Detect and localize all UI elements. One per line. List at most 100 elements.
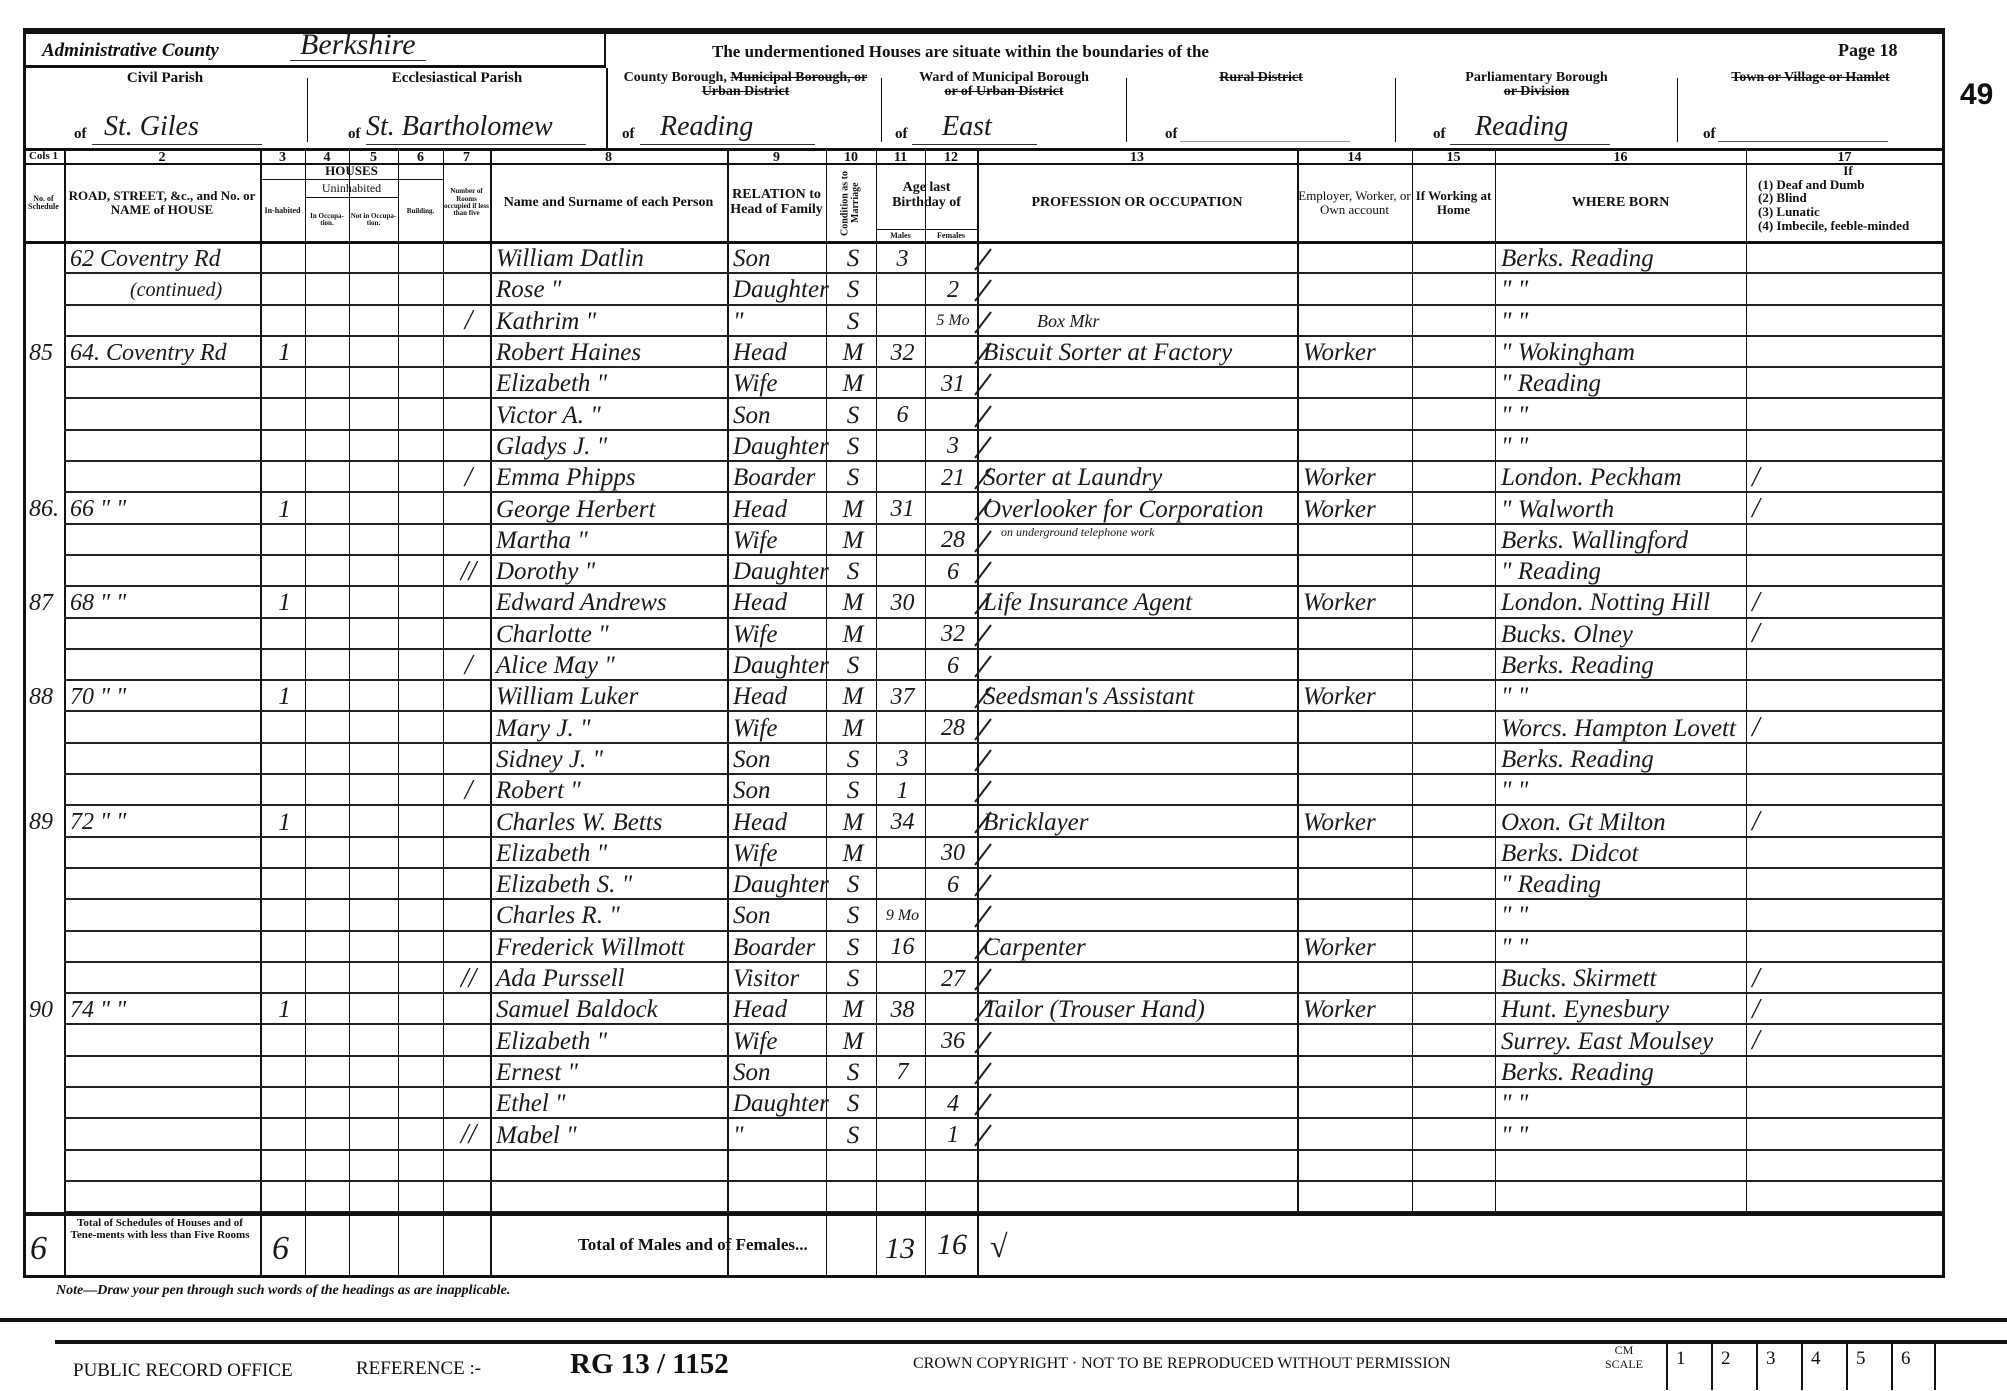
- admin-county-box: [23, 28, 606, 68]
- column-number-divider: [23, 163, 1945, 165]
- column-divider: [925, 150, 926, 1277]
- birthplace: " Reading: [1501, 558, 1602, 586]
- relation: Head: [733, 339, 788, 367]
- ecclesiastical-parish-label: Ecclesiastical Parish: [391, 70, 523, 86]
- marital-condition: S: [846, 432, 860, 460]
- marital-condition: M: [842, 620, 864, 648]
- inhabited-count: 1: [278, 495, 291, 523]
- footnote: Note—Draw your pen through such words of…: [56, 1283, 511, 1298]
- column-divider: [727, 150, 729, 1277]
- header-infirmity-item: (2) Blind: [1758, 190, 1807, 206]
- birthplace: Berks. Wallingford: [1501, 526, 1689, 554]
- header-road: ROAD, STREET, &c., and No. or NAME of HO…: [68, 188, 256, 217]
- person-name: Kathrim ": [496, 307, 597, 335]
- person-name: Ada Purssell: [496, 965, 625, 993]
- table-row: [64, 525, 1943, 556]
- infirmity-mark: /: [1752, 806, 1760, 838]
- header-females: Females: [937, 230, 965, 240]
- relation: Daughter: [733, 558, 829, 586]
- birthplace: Oxon. Gt Milton: [1501, 808, 1666, 836]
- scale-box: 2: [1711, 1342, 1756, 1390]
- marital-condition: S: [846, 245, 860, 273]
- ward-label: Ward of Municipal Borough: [919, 70, 1089, 85]
- relation: Head: [733, 996, 788, 1024]
- county-borough-label: County Borough,: [623, 70, 727, 85]
- relation: Son: [733, 1058, 771, 1086]
- table-row: [64, 274, 1943, 306]
- scale-box: 5: [1846, 1342, 1891, 1390]
- parliamentary-value: Reading: [1450, 113, 1610, 145]
- table-row: [64, 650, 1943, 682]
- age-female: 6: [947, 652, 959, 679]
- column-number: 12: [944, 150, 958, 165]
- tick-icon: [973, 904, 993, 929]
- relation: Wife: [733, 370, 778, 398]
- age-female: 5 Mo: [936, 312, 970, 330]
- tick-icon: [973, 466, 993, 491]
- table-row: [64, 994, 1943, 1026]
- relation: Daughter: [733, 871, 829, 899]
- of-label: of: [1703, 126, 1716, 142]
- inhabited-count: 1: [278, 339, 291, 367]
- age-female: 28: [941, 715, 965, 742]
- tick-icon: [973, 591, 993, 616]
- infirmity-mark: /: [1752, 586, 1760, 618]
- relation: Boarder: [733, 464, 816, 492]
- age-female: 27: [941, 965, 965, 992]
- infirmity-mark: /: [1752, 712, 1760, 744]
- age-male: 6: [896, 402, 909, 429]
- table-row: [64, 1182, 1943, 1214]
- person-name: Edward Andrews: [496, 589, 667, 617]
- header-divider: [23, 148, 1945, 151]
- tick-icon: [973, 529, 993, 554]
- column-number: 6: [417, 150, 424, 165]
- marital-condition: M: [842, 1027, 864, 1055]
- header-age: Age last Birthday of: [892, 180, 961, 210]
- relation: Head: [733, 495, 788, 523]
- schedule-number: 89: [29, 809, 53, 836]
- tick-icon: [973, 936, 993, 961]
- inhabited-count: 1: [278, 683, 291, 711]
- infirmity-mark: /: [1752, 618, 1760, 650]
- column-number: 13: [1130, 150, 1144, 165]
- marital-condition: S: [846, 965, 860, 993]
- marital-condition: S: [846, 652, 860, 680]
- age-female: 3: [947, 433, 959, 460]
- occupation: Seedsman's Assistant: [983, 683, 1195, 711]
- age-divider: [876, 229, 977, 230]
- civil-parish-section: Civil Parish: [23, 71, 307, 86]
- column-divider: [398, 150, 399, 1277]
- tick-icon: [973, 1030, 993, 1055]
- relation: ": [733, 307, 744, 335]
- table-row: [64, 493, 1943, 525]
- address: 74 " ": [70, 996, 127, 1023]
- column-divider: [977, 150, 979, 1277]
- header-bottom-divider: [23, 241, 1945, 244]
- age-male: 9 Mo: [885, 906, 920, 924]
- relation: Son: [733, 745, 771, 773]
- infirmity-mark: /: [1752, 1025, 1760, 1057]
- birthplace: Berks. Reading: [1501, 745, 1654, 773]
- header-relation: RELATION to Head of Family: [730, 187, 823, 217]
- birthplace: " ": [1501, 902, 1529, 930]
- age-male: 34: [890, 809, 915, 836]
- marital-condition: M: [842, 839, 864, 867]
- header-name: Name and Surname of each Person: [503, 194, 714, 210]
- relation: Son: [733, 777, 771, 805]
- relation: Wife: [733, 714, 778, 742]
- ward-value: East: [912, 113, 1037, 145]
- column-number: 15: [1446, 150, 1461, 165]
- table-row: [64, 900, 1943, 932]
- table-row: [64, 587, 1943, 619]
- tick-icon: [973, 278, 993, 303]
- relation: Wife: [733, 526, 778, 554]
- marital-condition: M: [842, 495, 864, 523]
- header-at-home: If Working at Home: [1415, 188, 1492, 217]
- marital-condition: S: [846, 745, 860, 773]
- person-name: Gladys J. ": [496, 432, 608, 460]
- schedule-number: 88: [29, 683, 53, 710]
- header-sep: [1395, 78, 1396, 142]
- table-row: [64, 619, 1943, 650]
- age-male: 37: [890, 683, 915, 710]
